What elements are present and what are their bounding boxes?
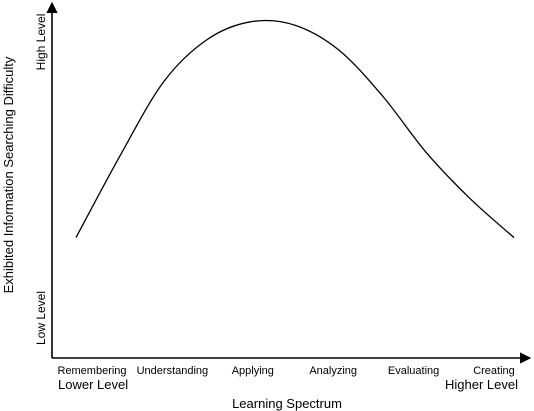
x-tick-label: Analyzing xyxy=(309,365,357,377)
x-axis-title: Learning Spectrum xyxy=(232,396,342,411)
x-tick-label: Creating xyxy=(473,365,515,377)
x-tick-label: Remembering xyxy=(57,365,126,377)
x-tick-label: Applying xyxy=(232,365,274,377)
y-low-end-label: Low Level xyxy=(34,291,48,345)
x-tick-label: Understanding xyxy=(137,365,209,377)
y-high-end-label: High Level xyxy=(34,14,48,71)
x-tick-labels: Remembering Understanding Applying Analyzin… xyxy=(57,365,514,377)
x-tick-label: Evaluating xyxy=(388,365,439,377)
difficulty-curve xyxy=(75,19,515,239)
x-low-end-label: Lower Level xyxy=(58,377,128,392)
y-axis-title: Exhibited Information Searching Difficul… xyxy=(1,56,16,293)
x-high-end-label: Higher Level xyxy=(445,377,518,392)
